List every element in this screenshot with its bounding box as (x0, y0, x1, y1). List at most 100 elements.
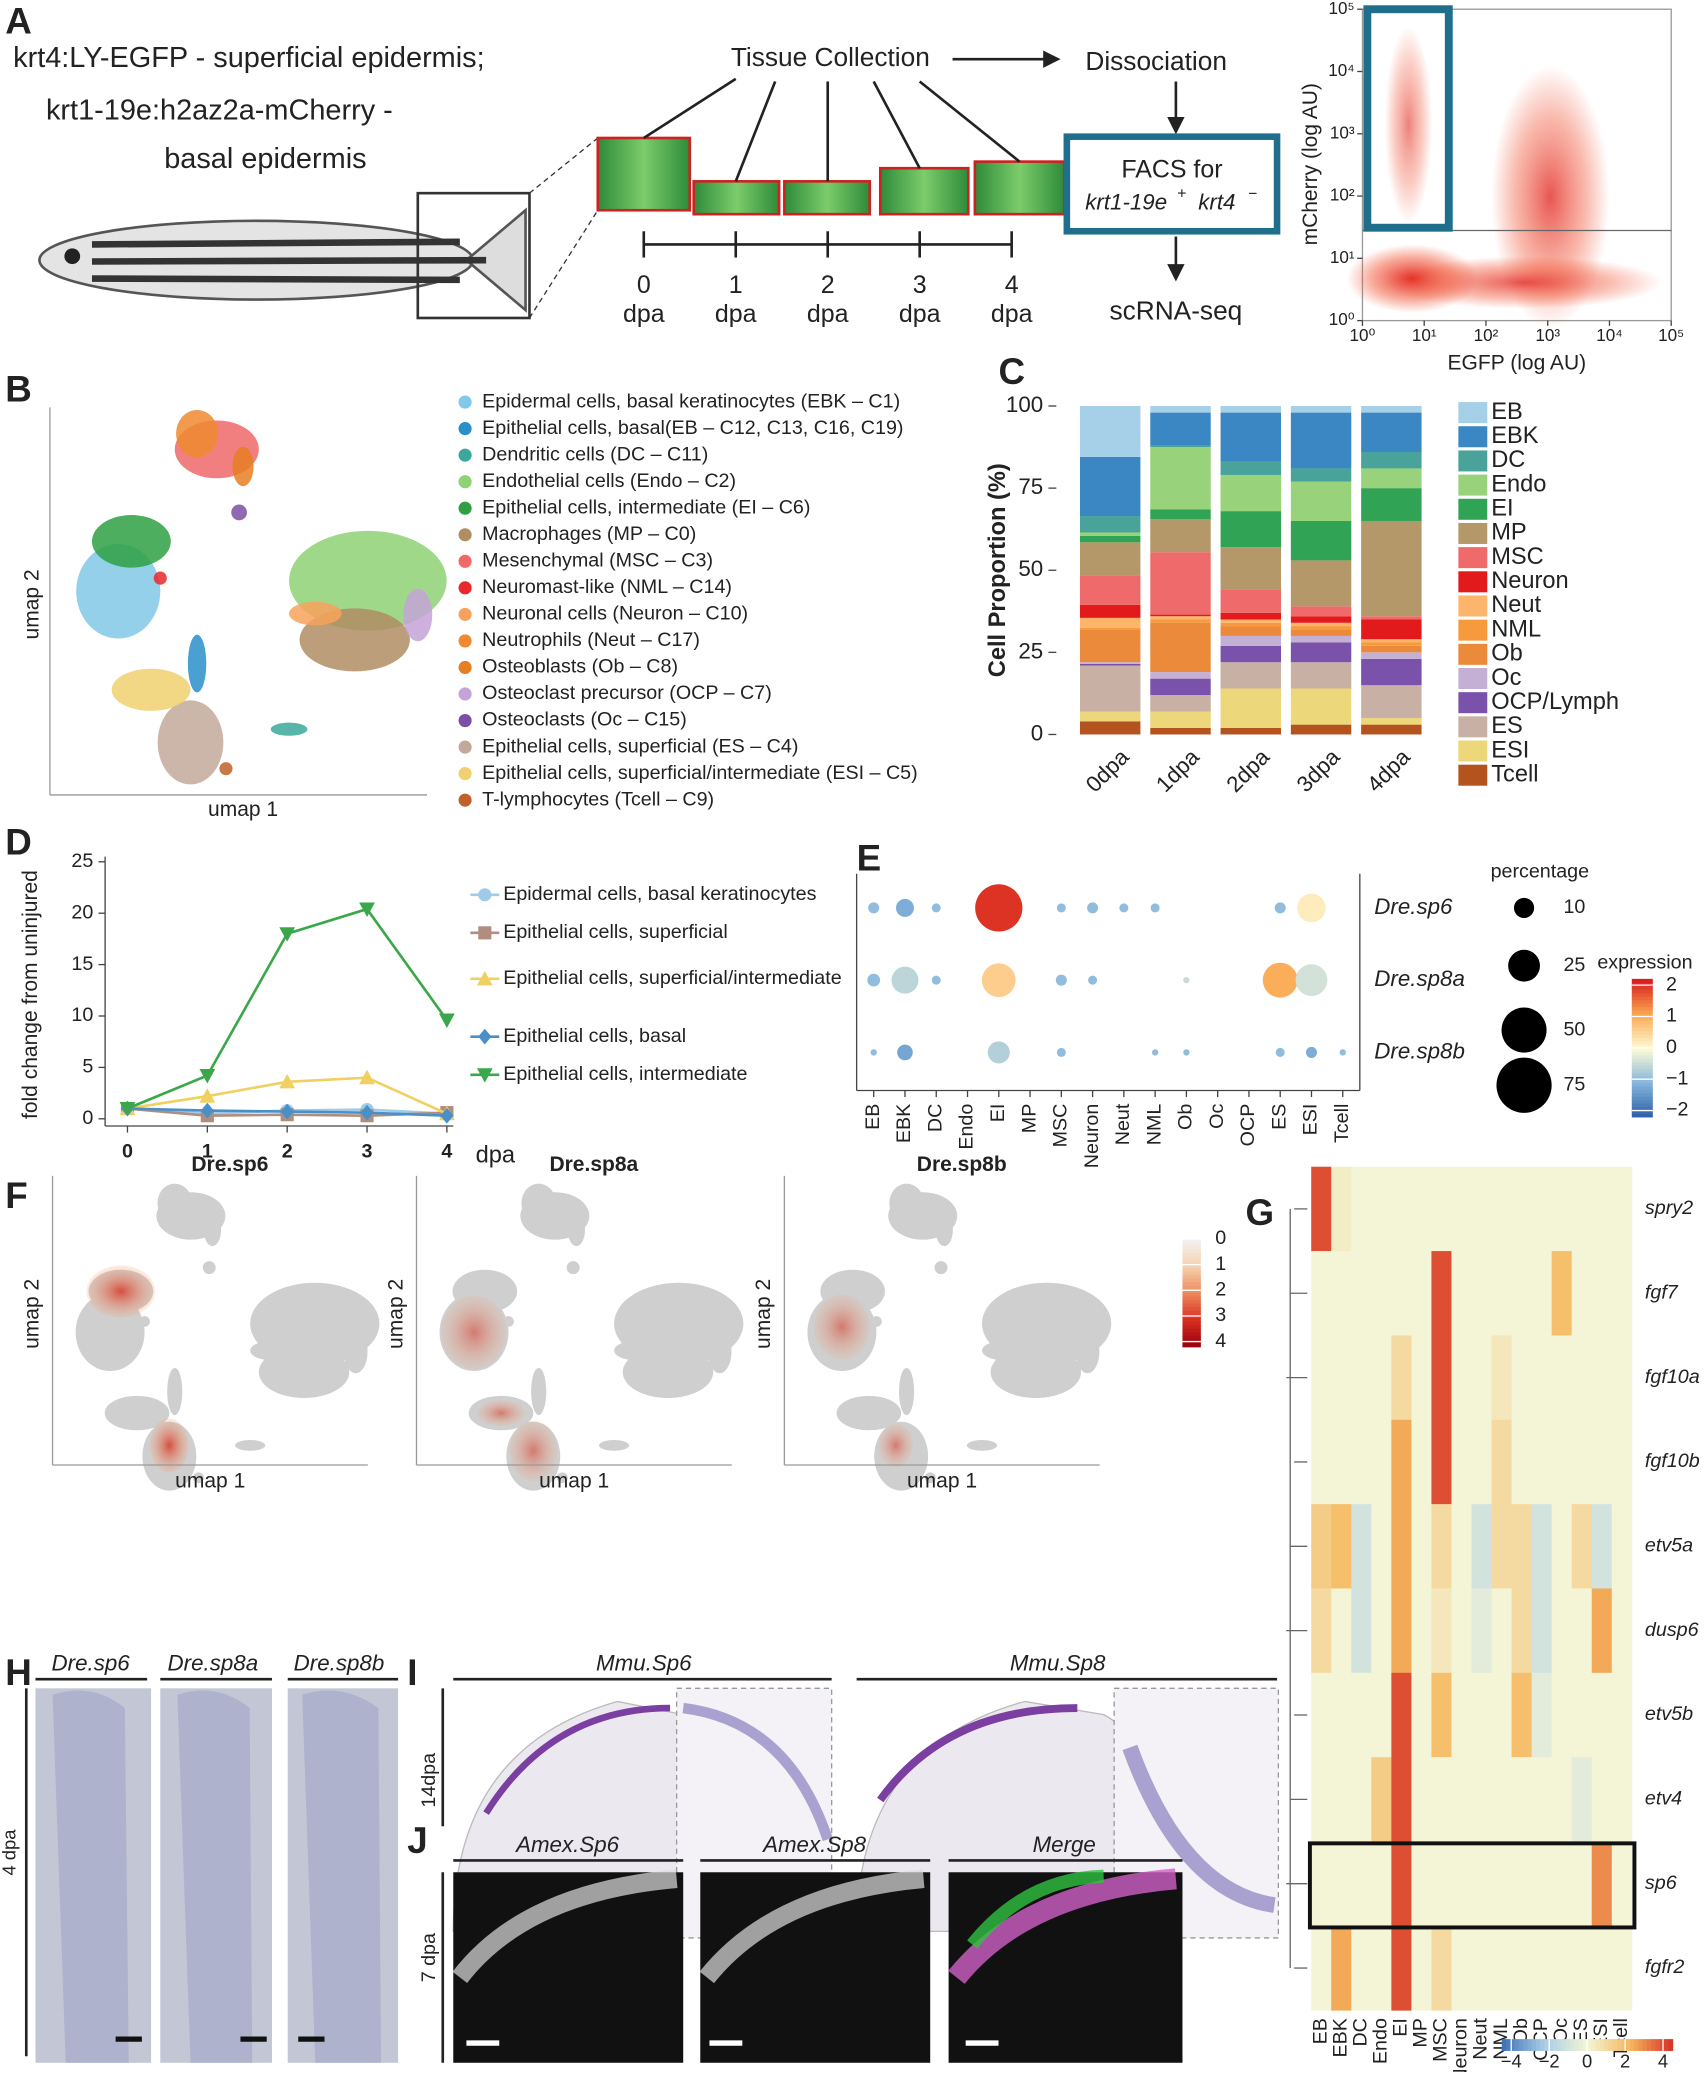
x-axis-label: umap 1 (208, 798, 278, 821)
panel-label: A (5, 0, 32, 41)
colorbar-step (1540, 2039, 1546, 2051)
plot-title: Dre.sp6 (191, 1153, 268, 1176)
colorbar-label: 2 (1620, 2051, 1630, 2072)
colorbar-step (1631, 1085, 1653, 1090)
y-tick-label: 15 (71, 953, 93, 975)
dot (870, 1049, 877, 1056)
y-tick-label: 75 (1018, 474, 1043, 499)
heat-cell (1531, 1588, 1553, 1674)
heat-cell (1571, 1166, 1593, 1252)
heat-cell (1411, 1166, 1432, 1252)
heat-cell (1451, 1251, 1472, 1336)
bar-segment (1150, 519, 1211, 553)
colorbar-step (1561, 2039, 1567, 2051)
legend-label: MSC (1491, 544, 1544, 570)
x-tick-label: 3dpa (1292, 744, 1345, 797)
colorbar-label: −2 (1539, 2051, 1560, 2072)
colorbar-step (1631, 1075, 1653, 1080)
legend-label: T-lymphocytes (Tcell – C9) (482, 788, 714, 810)
legend-swatch (458, 740, 472, 754)
colorbar-step (1631, 1040, 1653, 1046)
legend-label: EI (1491, 496, 1513, 522)
bar-segment (1290, 688, 1352, 725)
x-axis-label: umap 1 (907, 1470, 977, 1493)
y-axis-label: fold change from uninjured (19, 870, 42, 1119)
size-key-label: 10 (1563, 896, 1585, 918)
heat-cell (1431, 1672, 1452, 1758)
heat-cell (1351, 1588, 1372, 1674)
colorbar-step (1182, 1246, 1201, 1251)
legend-swatch (458, 448, 472, 462)
colorbar-step (1631, 1051, 1653, 1056)
colorbar-label: 0 (1582, 2051, 1592, 2072)
bar-segment (1361, 468, 1422, 489)
umap-cluster (157, 1183, 192, 1223)
marker (478, 888, 492, 902)
x-tick-label: ESI (1300, 1104, 1322, 1136)
panel-label: J (407, 1820, 427, 1861)
colorbar-step (1631, 1109, 1653, 1115)
legend-entry: Epithelial cells, superficial/intermedia… (503, 967, 841, 989)
legend-swatch (458, 554, 472, 568)
legend-label: Epidermal cells, basal keratinocytes (EB… (482, 390, 900, 412)
colorbar-step (1631, 1103, 1653, 1108)
row-label: spry2 (1645, 1197, 1693, 1219)
heat-cell (1411, 1925, 1432, 2011)
marker (279, 927, 296, 942)
x-tick-label: DC (924, 1104, 946, 1132)
heat-cell (1411, 1251, 1432, 1336)
heat-cell (1611, 1588, 1633, 1674)
legend-title: percentage (1491, 861, 1590, 883)
legend-entry: Epithelial cells, intermediate (503, 1063, 747, 1085)
heat-cell (1591, 1757, 1613, 1842)
colorbar-step (1510, 2039, 1516, 2051)
bar-segment (1079, 535, 1141, 543)
heat-cell (1471, 1251, 1492, 1336)
legend-swatch (1458, 402, 1488, 424)
timepoint: 0 (637, 271, 651, 299)
gene-label: Dre.sp6 (1374, 894, 1453, 919)
panel-label: F (5, 1175, 27, 1216)
x-tick-label: NML (1143, 1104, 1165, 1146)
dot (1056, 1047, 1066, 1057)
bar-segment (1220, 635, 1281, 646)
heat-cell (1511, 1504, 1533, 1589)
bar-segment (1150, 622, 1211, 673)
expression-region (149, 1418, 189, 1473)
heat-cell (1451, 1419, 1472, 1505)
legend-label: ESI (1491, 737, 1529, 763)
y-tick-label: 10² (1330, 186, 1355, 205)
heat-cell (1451, 1504, 1472, 1589)
colorbar-step (1631, 985, 1653, 990)
colorbar-step (1182, 1321, 1201, 1326)
heat-cell (1591, 1672, 1613, 1758)
umap-cluster (966, 1440, 998, 1451)
heat-cell (1591, 1504, 1613, 1589)
colorbar-step (1544, 2039, 1550, 2051)
x-tick-label: MSC (1050, 1104, 1072, 1148)
bar-segment (1150, 672, 1211, 679)
colorbar-step (1574, 2039, 1580, 2051)
colorbar-step (1182, 1328, 1201, 1334)
x-tick-label: EB (862, 1104, 884, 1130)
colorbar-step (1182, 1335, 1201, 1341)
legend-label: Epithelial cells, superficial (ES – C4) (482, 735, 798, 757)
legend-label: Oc (1491, 665, 1521, 691)
colorbar-label: 4 (1215, 1330, 1226, 1352)
legend-swatch (458, 634, 472, 648)
legend-label: Neuronal cells (Neuron – C10) (482, 603, 748, 625)
heat-cell (1611, 1757, 1633, 1842)
heat-cell (1391, 1419, 1412, 1505)
heat-cell (1431, 1504, 1452, 1589)
heat-cell (1311, 1841, 1332, 1927)
bar-segment (1361, 658, 1422, 686)
colorbar-step (1631, 1047, 1653, 1052)
panel-label: I (407, 1652, 417, 1693)
legend-label: ES (1491, 713, 1523, 739)
colorbar-step (1631, 1013, 1653, 1018)
legend-swatch (458, 422, 472, 436)
y-tick-label: 0 (1031, 720, 1043, 745)
colorbar-step (1182, 1317, 1201, 1323)
heat-cell (1431, 1335, 1452, 1421)
image-header: Merge (1033, 1832, 1096, 1857)
